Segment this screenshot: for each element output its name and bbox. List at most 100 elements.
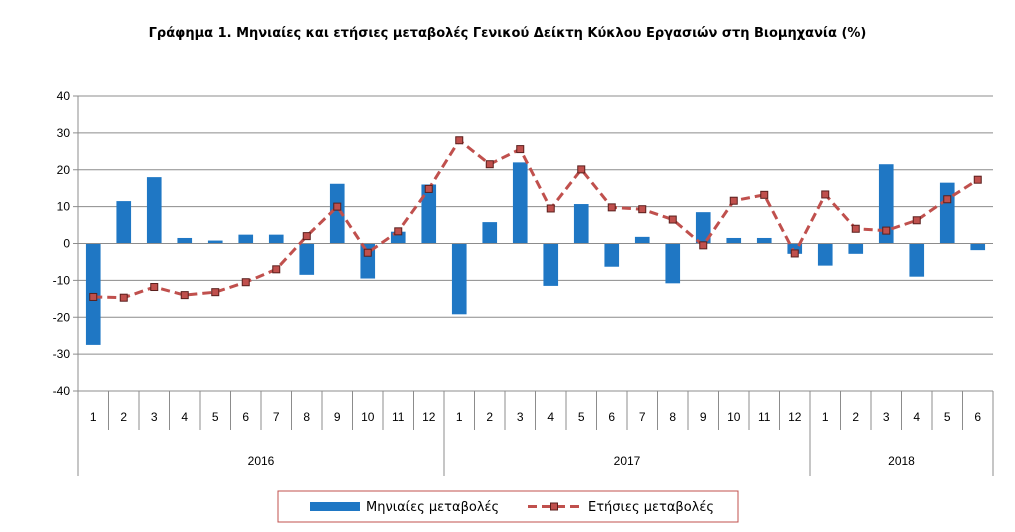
line-marker <box>546 204 555 213</box>
line-marker <box>180 291 189 300</box>
bar <box>878 164 894 244</box>
bar <box>909 243 925 277</box>
bar <box>848 243 864 254</box>
x-tick-label: 1 <box>90 410 97 424</box>
x-tick-label: 4 <box>913 410 920 424</box>
line-marker <box>455 136 464 145</box>
line-marker <box>638 205 647 214</box>
bar <box>543 243 559 286</box>
line-marker <box>821 190 830 199</box>
x-tick-label: 11 <box>758 410 771 424</box>
y-tick-label: -20 <box>53 310 71 324</box>
bar <box>451 243 467 315</box>
y-tick-label: -30 <box>53 347 71 361</box>
bar <box>787 243 803 254</box>
x-tick-label: 9 <box>334 410 341 424</box>
x-tick-label: 9 <box>700 410 707 424</box>
line-marker <box>272 265 281 274</box>
bar <box>146 177 162 244</box>
line-marker <box>424 184 433 193</box>
line-marker <box>577 165 586 174</box>
x-tick-label: 12 <box>788 410 802 424</box>
bar <box>970 243 986 251</box>
x-tick-label: 12 <box>422 410 436 424</box>
line-marker <box>211 288 220 297</box>
line-marker <box>943 195 952 204</box>
x-tick-label: 4 <box>547 410 554 424</box>
line-marker <box>241 278 250 287</box>
bar <box>573 204 589 244</box>
x-tick-label: 7 <box>639 410 646 424</box>
x-tick-label: 3 <box>883 410 890 424</box>
line-marker <box>119 293 128 302</box>
bar <box>665 243 681 284</box>
legend-label-annual: Ετήσιες μεταβολές <box>588 500 714 515</box>
y-tick-label: 0 <box>63 237 70 251</box>
x-tick-labels: 1 2 3 4 5 6 7 8 9 10 11 12 1 2 3 4 5 6 7 8 9 10 11 12 1 2 3 4 5 62016… <box>90 410 982 468</box>
chart-title: Γράφημα 1. Μηνιαίες και ετήσιες μεταβολέ… <box>148 26 867 41</box>
x-tick-label: 6 <box>608 410 615 424</box>
bar <box>116 201 132 244</box>
bar <box>756 237 772 244</box>
bar <box>421 184 437 244</box>
bar <box>207 240 223 244</box>
year-label: 2017 <box>614 454 641 468</box>
x-tick-label: 3 <box>151 410 158 424</box>
bar <box>604 243 620 267</box>
y-tick-label: -10 <box>53 273 71 287</box>
bar <box>939 182 955 244</box>
line-marker <box>912 216 921 225</box>
legend-swatch-monthly <box>310 502 360 511</box>
bar <box>482 222 498 244</box>
x-tick-label: 2 <box>120 410 127 424</box>
x-tick-label: 6 <box>242 410 249 424</box>
x-tick-label: 8 <box>303 410 310 424</box>
x-tick-label: 6 <box>974 410 981 424</box>
bar <box>390 231 406 244</box>
year-label: 2018 <box>888 454 915 468</box>
legend-marker-annual <box>550 502 558 511</box>
line-marker <box>394 227 403 236</box>
bar <box>512 162 528 244</box>
line-marker <box>729 196 738 205</box>
y-tick-label: 10 <box>57 200 71 214</box>
x-tick-label: 7 <box>273 410 280 424</box>
x-tick-label: 10 <box>727 410 741 424</box>
line-marker <box>882 226 891 235</box>
line-marker <box>516 145 525 154</box>
x-tick-label: 11 <box>392 410 405 424</box>
x-tick-label: 10 <box>361 410 375 424</box>
annual-change-line <box>93 138 979 300</box>
line-marker <box>485 160 494 169</box>
year-label: 2016 <box>248 454 275 468</box>
line-marker <box>89 292 98 301</box>
legend-label-monthly: Μηνιαίες μεταβολές <box>366 500 499 515</box>
line-marker <box>699 241 708 250</box>
x-tick-label: 2 <box>486 410 493 424</box>
line-marker <box>607 203 616 212</box>
y-tick-label: 20 <box>57 163 71 177</box>
x-tick-label: 1 <box>822 410 829 424</box>
x-tick-label: 5 <box>578 410 585 424</box>
x-tick-label: 5 <box>212 410 219 424</box>
x-tick-label: 4 <box>181 410 188 424</box>
line-marker <box>851 224 860 233</box>
line-marker <box>302 232 311 241</box>
x-tick-label: 1 <box>456 410 463 424</box>
line-marker <box>668 215 677 224</box>
legend: Μηνιαίες μεταβολές Ετήσιες μεταβολές <box>277 490 739 523</box>
x-tick-label: 8 <box>669 410 676 424</box>
x-tick-label: 2 <box>852 410 859 424</box>
line-marker <box>150 283 159 292</box>
y-tick-label: -40 <box>53 384 71 398</box>
line-marker <box>760 190 769 199</box>
bar <box>695 212 711 244</box>
y-tick-label: 40 <box>57 89 71 103</box>
bar <box>177 237 193 244</box>
line-series <box>89 136 982 302</box>
line-marker <box>363 248 372 257</box>
x-tick-label: 3 <box>517 410 524 424</box>
bar <box>634 236 650 244</box>
x-tick-label: 5 <box>944 410 951 424</box>
